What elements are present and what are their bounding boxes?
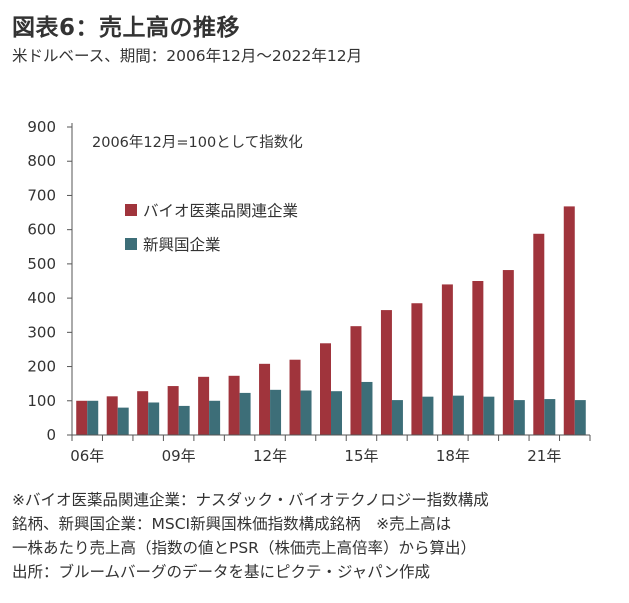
y-tick-label: 900 xyxy=(27,118,56,136)
legend-swatch-em xyxy=(125,238,137,250)
bar-em-2009 xyxy=(178,405,190,435)
footnotes: ※バイオ医薬品関連企業：ナスダック・バイオテクノロジー指数構成 銘柄、新興国企業… xyxy=(12,488,622,584)
bar-bio-2007 xyxy=(106,396,118,435)
bar-bio-2013 xyxy=(289,359,301,435)
footnote-line: 一株あたり売上高（指数の値とPSR（株価売上高倍率）から算出） xyxy=(12,539,476,557)
bar-bio-2006 xyxy=(76,400,88,435)
bar-bio-2019 xyxy=(472,281,484,435)
bar-em-2006 xyxy=(87,400,99,435)
legend-label-bio: バイオ医薬品関連企業 xyxy=(143,202,298,220)
bar-em-2013 xyxy=(300,390,312,435)
footnote-line: 出所：ブルームバーグのデータを基にピクテ・ジャパン作成 xyxy=(12,563,431,581)
bar-bio-2021 xyxy=(533,233,545,435)
x-axis-tick-labels: 06年 09年 12年 15年 18年 21年 xyxy=(70,447,561,465)
chart-legend: バイオ医薬品関連企業 新興国企業 xyxy=(125,202,298,254)
bar-em-2014 xyxy=(331,391,342,435)
bar-em-2010 xyxy=(209,400,221,435)
bar-bio-2018 xyxy=(441,284,453,435)
y-tick-label: 800 xyxy=(27,152,56,170)
x-tick-label: 15年 xyxy=(344,447,378,465)
bar-em-2021 xyxy=(544,399,556,435)
x-tick-label: 12年 xyxy=(253,447,287,465)
bar-em-2022 xyxy=(574,400,586,435)
footnote-line: ※バイオ医薬品関連企業：ナスダック・バイオテクノロジー指数構成 xyxy=(12,491,489,509)
bar-em-2011 xyxy=(239,392,251,435)
bar-bio-2014 xyxy=(320,343,331,435)
bar-em-2015 xyxy=(361,381,373,435)
bar-bio-2020 xyxy=(502,270,514,435)
bar-em-2019 xyxy=(483,396,495,435)
bar-bio-2011 xyxy=(228,375,240,435)
bar-em-2020 xyxy=(513,400,525,435)
bar-em-2012 xyxy=(270,389,282,435)
bar-bio-2010 xyxy=(198,376,210,435)
x-tick-label: 06年 xyxy=(70,447,104,465)
legend-label-em: 新興国企業 xyxy=(143,236,221,254)
y-tick-label: 0 xyxy=(46,426,56,444)
y-tick-label: 600 xyxy=(27,221,56,239)
chart-bars xyxy=(76,206,586,435)
bar-bio-2009 xyxy=(167,386,179,435)
bar-bio-2022 xyxy=(563,206,575,435)
bar-bio-2017 xyxy=(411,303,423,435)
bar-bio-2015 xyxy=(350,326,362,435)
chart-axes xyxy=(67,123,591,441)
footnote-line: 銘柄、新興国企業：MSCI新興国株価指数構成銘柄 ※売上高は xyxy=(12,515,452,533)
y-axis-tick-labels: 0 100 200 300 400 500 600 700 800 900 xyxy=(27,118,56,444)
x-tick-label: 18年 xyxy=(436,447,470,465)
bar-em-2007 xyxy=(117,407,129,435)
index-annotation: 2006年12月=100として指数化 xyxy=(92,134,303,151)
y-tick-label: 500 xyxy=(27,255,56,273)
bar-em-2017 xyxy=(422,396,434,435)
bar-bio-2012 xyxy=(259,363,271,435)
y-tick-label: 700 xyxy=(27,186,56,204)
bar-bio-2008 xyxy=(137,391,149,435)
bar-chart: 0 100 200 300 400 500 600 700 800 900 06年 09年 12年 15… xyxy=(27,118,591,465)
bar-em-2008 xyxy=(148,402,160,435)
x-tick-label: 21年 xyxy=(527,447,561,465)
y-tick-label: 300 xyxy=(27,323,56,341)
bar-bio-2016 xyxy=(380,310,392,435)
bar-em-2016 xyxy=(391,400,403,435)
bar-em-2018 xyxy=(452,395,464,435)
y-tick-label: 100 xyxy=(27,392,56,410)
chart-title: 図表6：売上高の推移 xyxy=(12,15,241,41)
chart-subtitle: 米ドルベース、期間：2006年12月～2022年12月 xyxy=(12,47,363,65)
y-tick-label: 400 xyxy=(27,289,56,307)
x-tick-label: 09年 xyxy=(162,447,196,465)
y-tick-label: 200 xyxy=(27,358,56,376)
legend-swatch-bio xyxy=(125,204,137,216)
